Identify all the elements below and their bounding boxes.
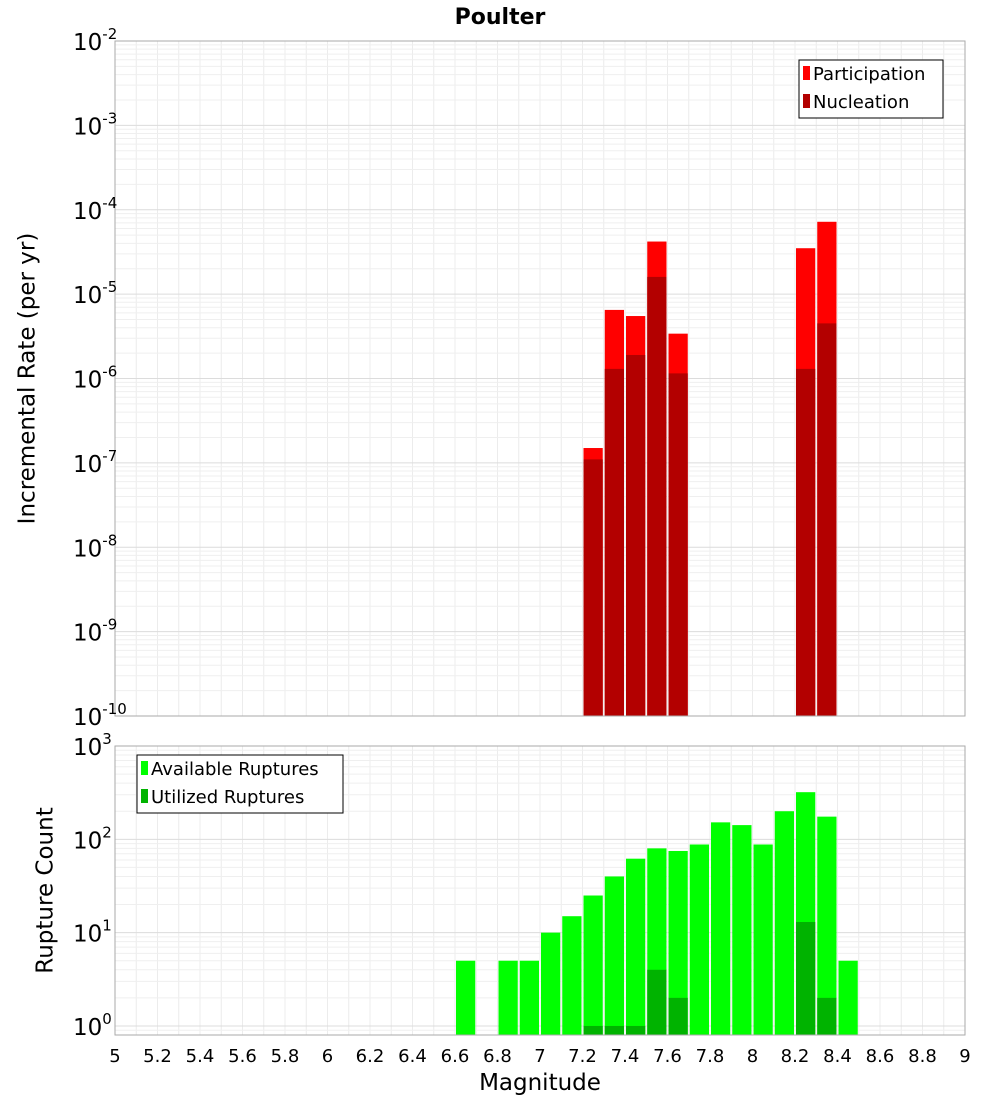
legend-label: Nucleation (813, 92, 909, 113)
bar-available-ruptures (753, 844, 773, 1035)
legend-swatch (141, 761, 148, 775)
y-tick-label: 10-8 (73, 531, 117, 562)
bar-available-ruptures (541, 932, 561, 1035)
bar-nucleation (626, 354, 646, 716)
legend-box (798, 59, 944, 119)
bar-utilized-ruptures (604, 1025, 624, 1035)
y-tick-label: 10-9 (73, 616, 117, 647)
x-tick-label: 9 (959, 1046, 970, 1067)
y-tick-label: 10-10 (73, 700, 127, 731)
y-tick-label: 101 (73, 917, 112, 948)
bottom-y-axis-label: Rupture Count (33, 807, 59, 973)
bar-available-ruptures (626, 858, 646, 1035)
x-tick-label: 7.2 (568, 1046, 597, 1067)
bar-available-ruptures (689, 844, 709, 1035)
x-tick-label: 5.6 (228, 1046, 257, 1067)
legend-swatch (803, 66, 810, 80)
x-tick-label: 5.4 (186, 1046, 215, 1067)
bar-available-ruptures (711, 822, 731, 1035)
bar-available-ruptures (668, 850, 688, 1035)
x-tick-label: 6.4 (398, 1046, 427, 1067)
x-tick-label: 5.2 (143, 1046, 172, 1067)
bar-available-ruptures (817, 816, 837, 1035)
x-tick-label: 7.8 (696, 1046, 725, 1067)
y-tick-label: 100 (73, 1010, 112, 1041)
bar-utilized-ruptures (817, 997, 837, 1035)
x-tick-label: 7 (534, 1046, 545, 1067)
y-tick-label: 10-6 (73, 363, 117, 394)
bar-available-ruptures (519, 960, 539, 1035)
x-tick-labels: 5 5.2 5.4 5.6 5.8 6 6.2 6.4 6.6 6.8 7 7.2 7.4 7.6 7.8 8… (109, 1046, 970, 1067)
bottom-bars (456, 792, 858, 1035)
bar-utilized-ruptures (796, 922, 816, 1035)
legend-label: Available Ruptures (151, 759, 319, 780)
bottom-plot-frame (114, 745, 966, 1036)
y-tick-label: 103 (73, 730, 112, 761)
x-tick-label: 8.6 (866, 1046, 895, 1067)
bar-available-ruptures (732, 825, 752, 1035)
chart-title: Poulter (455, 5, 546, 30)
top-legend: Participation Nucleation (798, 59, 944, 119)
legend-label: Utilized Ruptures (151, 787, 304, 808)
bar-utilized-ruptures (668, 997, 688, 1035)
x-tick-label: 5 (109, 1046, 120, 1067)
top-grid (114, 41, 966, 717)
x-tick-label: 8.8 (908, 1046, 937, 1067)
bar-nucleation (796, 368, 816, 716)
bar-available-ruptures (838, 960, 858, 1035)
participation-nucleation-panel: 10-2 10-3 10-4 10-5 10-6 10-7 10-8 10-9 10-10 In… (15, 25, 966, 731)
bar-nucleation (647, 276, 667, 716)
top-plot-frame (114, 40, 966, 717)
bottom-y-tick-labels: 103 102 101 100 (73, 730, 112, 1041)
legend-box (136, 754, 344, 814)
bar-available-ruptures (583, 895, 603, 1035)
legend-swatch (141, 789, 148, 803)
top-y-tick-labels: 10-2 10-3 10-4 10-5 10-6 10-7 10-8 10-9 10-10 (73, 25, 127, 731)
top-y-axis-label: Incremental Rate (per yr) (15, 233, 41, 525)
rupture-count-panel: 103 102 101 100 Rupture Count Available Rup… (33, 730, 966, 1041)
bar-nucleation (583, 459, 603, 716)
y-tick-label: 10-3 (73, 109, 117, 140)
x-tick-label: 7.6 (653, 1046, 682, 1067)
y-tick-label: 10-5 (73, 278, 117, 309)
x-tick-label: 8 (747, 1046, 758, 1067)
x-axis-label: Magnitude (479, 1070, 601, 1096)
bar-available-ruptures (774, 811, 794, 1035)
bottom-legend: Available Ruptures Utilized Ruptures (136, 754, 344, 814)
x-tick-label: 8.2 (781, 1046, 810, 1067)
x-tick-label: 6.8 (483, 1046, 512, 1067)
bar-available-ruptures (498, 960, 518, 1035)
bar-nucleation (817, 323, 837, 716)
bar-nucleation (604, 368, 624, 716)
bar-utilized-ruptures (647, 969, 667, 1035)
bar-utilized-ruptures (583, 1025, 603, 1035)
bar-utilized-ruptures (626, 1025, 646, 1035)
x-tick-label: 6 (322, 1046, 333, 1067)
x-tick-label: 7.4 (611, 1046, 640, 1067)
bar-available-ruptures (456, 960, 476, 1035)
legend-label: Participation (813, 64, 925, 85)
y-tick-label: 10-2 (73, 25, 117, 56)
bar-nucleation (668, 373, 688, 716)
bar-available-ruptures (604, 876, 624, 1035)
x-tick-label: 6.2 (356, 1046, 385, 1067)
x-tick-label: 6.6 (441, 1046, 470, 1067)
y-tick-label: 10-4 (73, 194, 117, 225)
x-tick-label: 8.4 (823, 1046, 852, 1067)
top-bars (583, 221, 837, 717)
bar-available-ruptures (562, 916, 582, 1035)
legend-swatch (803, 94, 810, 108)
y-tick-label: 102 (73, 823, 112, 854)
y-tick-label: 10-7 (73, 447, 117, 478)
x-tick-label: 5.8 (271, 1046, 300, 1067)
